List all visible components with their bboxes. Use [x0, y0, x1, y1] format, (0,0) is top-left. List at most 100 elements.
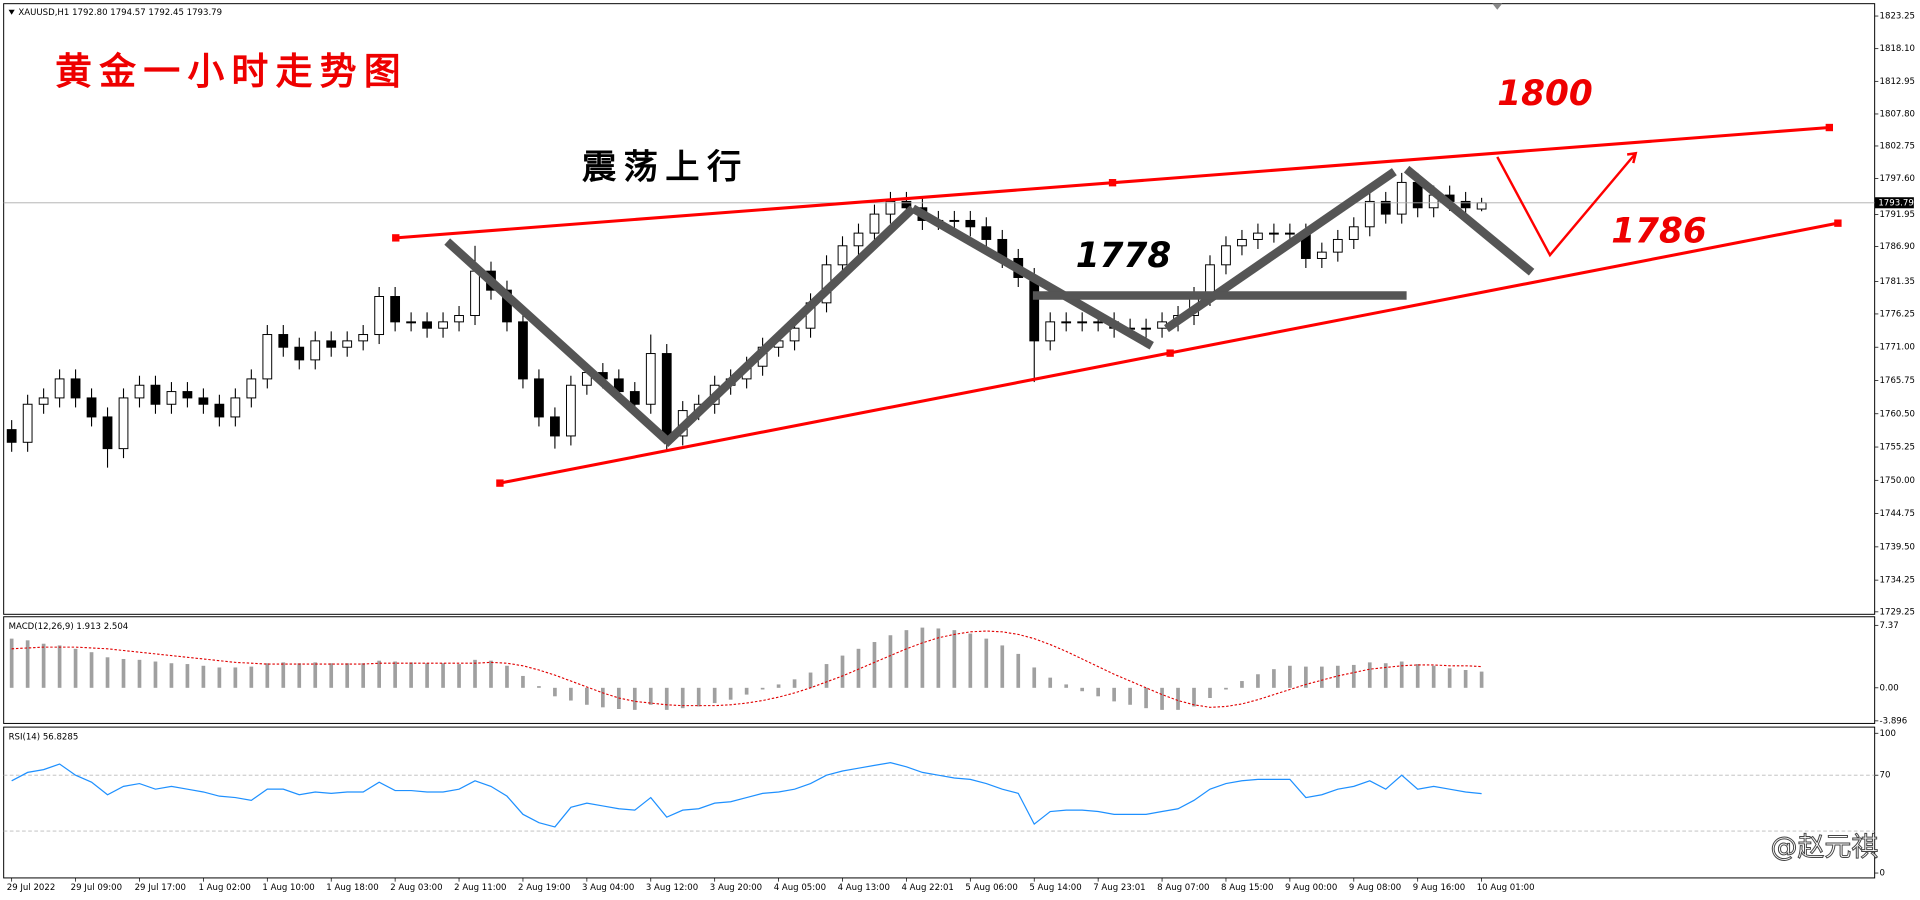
y-tick-label: 1729.25: [1880, 607, 1915, 617]
macd-bar: [25, 640, 30, 688]
candle-body: [6, 429, 17, 443]
x-tick-label: 5 Aug 06:00: [965, 883, 1017, 893]
macd-bar: [792, 679, 797, 688]
macd-bar: [680, 687, 685, 709]
macd-bar: [1319, 666, 1324, 688]
macd-bar: [425, 663, 429, 688]
macd-bar: [760, 687, 765, 690]
y-tick-label: 1744.75: [1880, 509, 1915, 519]
handle: [496, 479, 504, 487]
candle-body: [1460, 200, 1471, 209]
support-label: 1786: [1611, 211, 1706, 251]
candle-body: [230, 397, 241, 418]
macd-bar: [249, 666, 254, 688]
macd-bar: [1096, 687, 1100, 697]
x-tick-label: 4 Aug 22:01: [902, 883, 954, 893]
y-tick-label: 1739.50: [1880, 542, 1915, 552]
y-tick-label: 1755.25: [1880, 443, 1915, 453]
x-tick-label: 3 Aug 20:00: [710, 883, 762, 893]
x-tick-label: 5 Aug 14:00: [1029, 883, 1081, 893]
macd-bar: [632, 687, 637, 710]
candle-body: [965, 219, 976, 228]
menu-arrow[interactable]: [8, 9, 15, 15]
candle-body: [454, 315, 464, 323]
x-tick-label: 1 Aug 18:00: [326, 883, 378, 893]
macd-bar: [888, 635, 893, 688]
candle-body: [1380, 200, 1391, 215]
macd-bar: [265, 663, 270, 688]
resistance-label: 1800: [1497, 74, 1592, 114]
y-tick-label: 1823.25: [1880, 12, 1915, 22]
candle-body: [166, 391, 177, 405]
x-tick-label: 7 Aug 23:01: [1093, 883, 1145, 893]
macd-bar: [281, 662, 286, 688]
candle-body: [1332, 238, 1343, 253]
candle-body: [22, 403, 33, 443]
macd-bar: [489, 660, 493, 688]
macd-bar: [1383, 663, 1388, 688]
candle-body: [118, 397, 129, 450]
candle-body: [981, 226, 992, 240]
candle-body: [246, 378, 257, 399]
macd-bar: [89, 652, 94, 688]
macd-bar: [1080, 687, 1085, 692]
projection-arrow: [1496, 151, 1638, 258]
macd-bar: [776, 684, 781, 688]
wave-line: [1164, 168, 1397, 333]
y-tick-label: 1791.95: [1880, 210, 1915, 220]
macd-bar: [1463, 670, 1468, 688]
macd-bar: [521, 675, 525, 688]
macd-bar: [409, 662, 413, 688]
macd-bar: [1064, 684, 1069, 688]
y-tick-label: 1802.75: [1880, 141, 1915, 151]
y-tick-label: 0.00: [1880, 683, 1899, 693]
y-tick-label: 1760.50: [1880, 409, 1915, 419]
macd-bar: [329, 663, 334, 688]
x-tick-label: 10 Aug 01:00: [1477, 883, 1535, 893]
handle: [392, 234, 400, 242]
macd-bar: [313, 662, 318, 688]
shift-marker: [1492, 3, 1503, 10]
symbol-header: XAUUSD,H1 1792.80 1794.57 1792.45 1793.7…: [18, 8, 222, 18]
macd-bar: [712, 687, 717, 704]
macd-bar: [1272, 669, 1276, 688]
x-tick-label: 29 Jul 09:00: [71, 883, 122, 893]
macd-bar: [1240, 681, 1244, 688]
candle-body: [901, 200, 912, 209]
macd-bar: [217, 667, 222, 688]
macd-bar: [904, 630, 909, 688]
macd-bar: [57, 645, 62, 688]
candle-body: [294, 346, 305, 361]
macd-bar: [457, 664, 461, 688]
candle-body: [102, 416, 113, 450]
x-tick-label: 3 Aug 04:00: [582, 883, 634, 893]
macd-bar: [345, 663, 350, 688]
candle-body: [406, 321, 416, 324]
y-tick-label: 100: [1880, 729, 1896, 739]
candle-body: [1348, 226, 1359, 240]
candle-body: [1237, 238, 1247, 247]
macd-bar: [936, 628, 941, 688]
macd-bar: [441, 663, 445, 688]
macd-bar: [9, 638, 14, 688]
macd-bar: [41, 643, 46, 688]
candle-body: [182, 391, 193, 399]
drawings: 黄金一小时走势图 震荡上行 1800 1786 1778: [55, 50, 1842, 487]
last-price-label: 1793.79: [1878, 198, 1913, 208]
macd-bar: [1479, 671, 1484, 688]
x-tick-label: 9 Aug 08:00: [1349, 883, 1401, 893]
x-tick-label: 4 Aug 13:00: [838, 883, 890, 893]
macd-bar: [1032, 667, 1037, 688]
candle-body: [534, 378, 544, 418]
macd-bar: [1144, 687, 1148, 709]
candle-body: [853, 232, 864, 247]
candle-body: [949, 219, 960, 222]
candle-body: [262, 334, 273, 380]
macd-bar: [1208, 687, 1212, 698]
x-tick-label: 2 Aug 19:00: [518, 883, 570, 893]
macd-bar: [824, 664, 829, 688]
x-tick-label: 29 Jul 17:00: [135, 883, 186, 893]
candle-body: [1221, 245, 1231, 266]
candle-body: [70, 378, 81, 399]
macd-bar: [137, 659, 142, 688]
